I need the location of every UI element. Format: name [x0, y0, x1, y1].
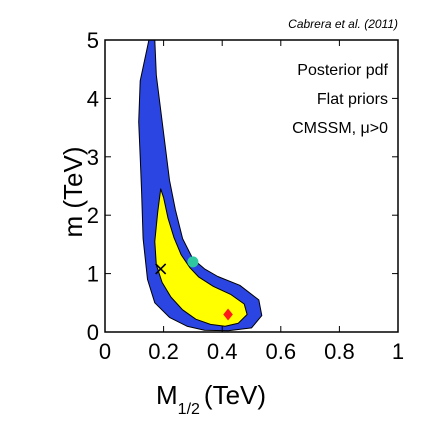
- y-tick-label: 4: [87, 86, 99, 111]
- region-inner: [154, 188, 248, 327]
- annotation-posterior-pdf: Posterior pdf: [297, 62, 388, 79]
- x-tick-label: 0.2: [148, 339, 179, 364]
- x-axis-title-subscript: 1/2: [178, 401, 200, 418]
- markers: [155, 256, 233, 321]
- marker-posterior-peak: [223, 308, 233, 321]
- annotation-cmssm: CMSSM, μ>0: [292, 120, 388, 137]
- y-tick-label: 5: [87, 28, 99, 53]
- marker-posterior-mean: [187, 256, 199, 268]
- x-tick-label: 0: [99, 339, 111, 364]
- y-tick-label: 3: [87, 145, 99, 170]
- ticks: [104, 39, 399, 333]
- x-tick-label: 0.6: [266, 339, 297, 364]
- marker-best-fit: [155, 263, 167, 275]
- x-axis-title-unit: (TeV): [204, 380, 266, 410]
- plot-frame: [104, 39, 399, 333]
- legend-annotations: Posterior pdf Flat priors CMSSM, μ>0: [292, 62, 388, 137]
- credible-regions: [138, 39, 263, 332]
- x-axis-title-main: M: [156, 380, 178, 410]
- x-tick-label: 0.4: [207, 339, 238, 364]
- y-tick-label: 0: [87, 320, 99, 345]
- y-axis-title: m (TeV): [58, 147, 88, 238]
- x-axis-title: M1/2 (TeV): [156, 380, 266, 418]
- x-tick-label: 1: [392, 339, 404, 364]
- x-tick-label: 0.8: [324, 339, 355, 364]
- y-tick-label: 1: [87, 262, 99, 287]
- annotation-flat-priors: Flat priors: [317, 91, 388, 108]
- citation: Cabrera et al. (2011): [288, 17, 398, 31]
- y-tick-label: 2: [87, 203, 99, 228]
- tick-labels: 0 0.2 0.4 0.6 0.8 1 0 1 2 3 4 5: [87, 28, 404, 364]
